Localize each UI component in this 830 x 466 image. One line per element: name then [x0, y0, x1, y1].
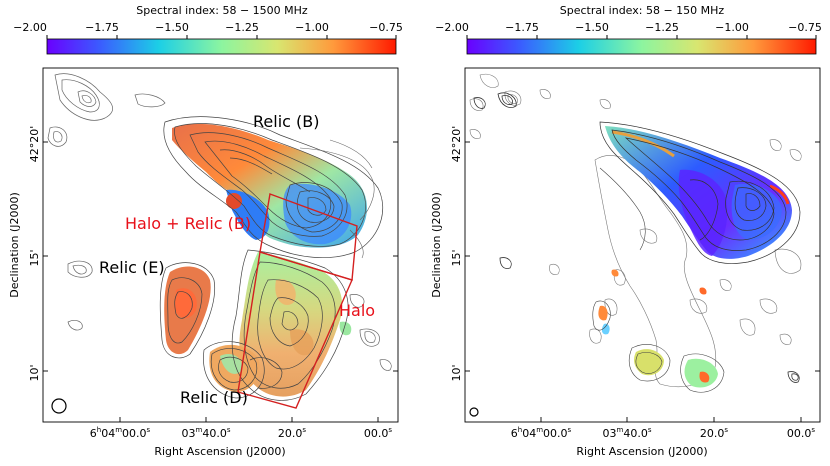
left-ytick-0: 42°20' [28, 126, 41, 163]
left-panel: Spectral index: 58 − 1500 MHz −2.00 −1.7… [8, 4, 403, 458]
left-ytick-1: 15' [28, 249, 41, 266]
right-beam-circle [469, 407, 479, 417]
left-xlabel: Right Ascension (J2000) [154, 445, 285, 458]
left-ylabel: Declination (J2000) [8, 192, 21, 298]
left-xtick-2: 20.0s [278, 426, 307, 440]
left-xtick-3: 00.0s [364, 426, 393, 440]
label-halo: Halo [339, 301, 375, 320]
label-relic-b: Relic (B) [253, 112, 319, 131]
right-colorbar-title: Spectral index: 58 − 150 MHz [560, 4, 725, 17]
right-colorbar: −2.00 −1.75 −1.50 −1.25 −1.00 −0.75 [435, 21, 822, 55]
left-cbar-tick-0: −2.00 [13, 21, 47, 34]
left-colorbar-title: Spectral index: 58 − 1500 MHz [136, 4, 308, 17]
right-ylabel: Declination (J2000) [430, 192, 443, 298]
right-xlabel: Right Ascension (J2000) [576, 445, 707, 458]
left-cbar-tick-5: −0.75 [369, 21, 403, 34]
right-cbar-tick-4: −1.00 [715, 21, 749, 34]
label-halo-relic-b: Halo + Relic (B) [125, 214, 251, 233]
right-cbar-tick-3: −1.25 [645, 21, 679, 34]
left-cbar-tick-3: −1.25 [225, 21, 259, 34]
right-cbar-tick-2: −1.50 [575, 21, 609, 34]
right-image-content [469, 73, 802, 393]
left-beam-circle [51, 398, 67, 414]
right-xtick-1: 03m40.0s [603, 426, 652, 440]
left-cbar-tick-4: −1.00 [295, 21, 329, 34]
right-ytick-0: 42°20' [450, 126, 463, 163]
left-cbar-tick-1: −1.75 [85, 21, 119, 34]
left-image-content [47, 73, 392, 409]
right-panel: Spectral index: 58 − 150 MHz −2.00 −1.75… [430, 4, 822, 458]
left-colorbar: −2.00 −1.75 −1.50 −1.25 −1.00 −0.75 [13, 21, 403, 55]
right-xtick-0: 6h04m00.0s [511, 426, 572, 440]
left-cbar-tick-2: −1.50 [155, 21, 189, 34]
right-cbar-tick-5: −0.75 [788, 21, 822, 34]
right-xtick-3: 00.0s [787, 426, 816, 440]
left-xtick-1: 03m40.0s [182, 426, 231, 440]
right-cbar-tick-1: −1.75 [505, 21, 539, 34]
label-relic-e: Relic (E) [99, 258, 165, 277]
left-ytick-2: 10' [28, 364, 41, 381]
right-xtick-2: 20.0s [700, 426, 729, 440]
left-xtick-0: 6h04m00.0s [90, 426, 151, 440]
right-cbar-tick-0: −2.00 [435, 21, 469, 34]
label-relic-d: Relic (D) [180, 388, 248, 407]
right-ytick-2: 10' [450, 364, 463, 381]
right-ytick-1: 15' [450, 249, 463, 266]
